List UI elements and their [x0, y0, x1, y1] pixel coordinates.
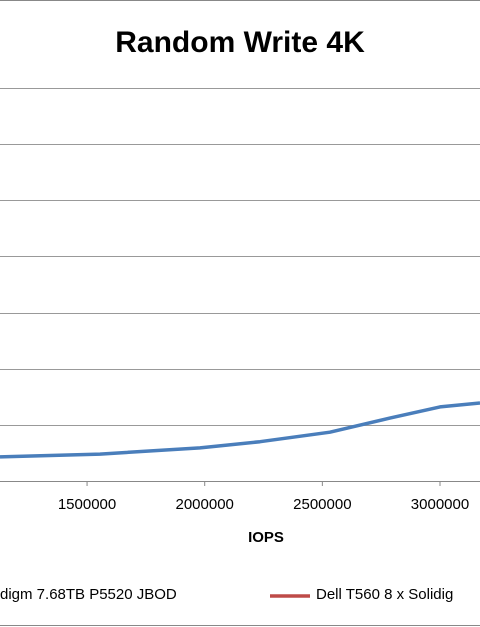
x-tick-label: 2500000: [293, 496, 351, 513]
x-axis-title: IOPS: [248, 529, 284, 546]
chart-title: Random Write 4K: [115, 26, 365, 59]
series-line: [0, 401, 480, 459]
legend-label: Dell T560 8 x Solidig: [316, 586, 453, 603]
x-tick-label: 1500000: [58, 496, 116, 513]
legend-label: digm 7.68TB P5520 JBOD: [0, 586, 177, 603]
x-tick-label: 3000000: [411, 496, 469, 513]
x-tick-label: 2000000: [176, 496, 234, 513]
